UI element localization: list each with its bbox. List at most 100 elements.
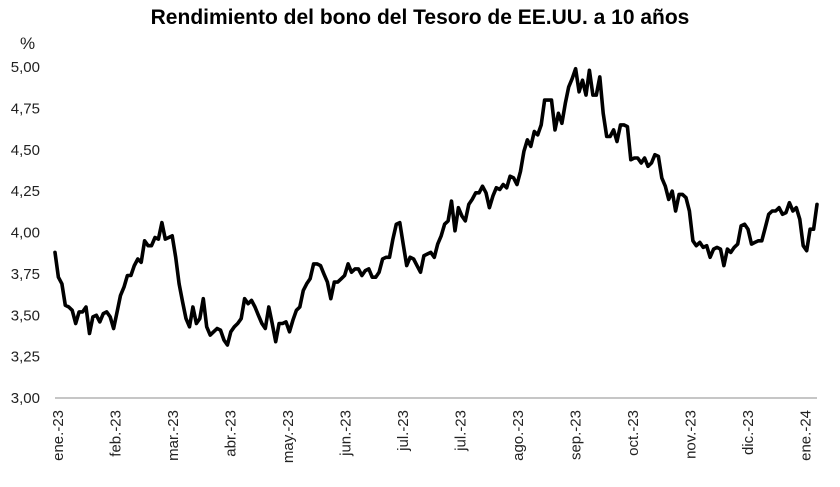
- data-point: [84, 305, 88, 309]
- data-point: [240, 317, 243, 320]
- data-point: [571, 77, 574, 80]
- data-point: [357, 267, 360, 271]
- data-point: [695, 244, 698, 247]
- y-tick-label: 3,25: [11, 349, 40, 366]
- data-point: [308, 277, 312, 280]
- data-point: [209, 333, 212, 337]
- data-point: [515, 183, 519, 186]
- y-axis-tick-labels: 3,00 3,25 3,50 3,75 4,00 4,25 4,50 4,75 5,00: [11, 59, 40, 407]
- data-point: [522, 150, 526, 153]
- data-point: [798, 218, 801, 221]
- data-point: [184, 317, 188, 320]
- data-point: [260, 322, 264, 325]
- data-point: [150, 244, 153, 247]
- data-point: [477, 191, 481, 194]
- x-tick-label: jul.-23: [453, 410, 470, 452]
- data-point: [633, 156, 636, 160]
- data-point: [584, 93, 588, 97]
- data-point: [277, 322, 281, 325]
- data-point: [333, 280, 336, 284]
- data-point: [812, 228, 815, 231]
- yield-series-points: [53, 67, 819, 347]
- data-point: [329, 297, 332, 300]
- data-point: [608, 135, 612, 138]
- data-point: [95, 314, 98, 317]
- data-point: [774, 209, 777, 213]
- data-point: [726, 247, 729, 251]
- data-point: [246, 302, 250, 305]
- data-point: [808, 228, 812, 231]
- data-point: [560, 122, 564, 125]
- data-point: [112, 327, 115, 330]
- data-point: [198, 317, 201, 320]
- data-point: [508, 175, 512, 178]
- data-point: [253, 305, 257, 309]
- data-point: [698, 241, 701, 244]
- data-point: [388, 256, 391, 259]
- data-point: [622, 123, 626, 127]
- data-point: [343, 274, 346, 277]
- data-point: [574, 67, 577, 70]
- y-tick-label: 4,50: [11, 142, 40, 159]
- data-point: [143, 239, 146, 242]
- data-point: [446, 219, 450, 223]
- data-point: [784, 211, 788, 214]
- x-tick-label: ene.-24: [798, 410, 815, 461]
- data-point: [422, 254, 426, 257]
- data-point: [598, 75, 601, 79]
- data-point: [481, 185, 484, 188]
- data-point: [136, 257, 139, 261]
- data-point: [615, 140, 619, 143]
- data-point: [681, 193, 684, 196]
- y-tick-label: 3,75: [11, 266, 40, 283]
- data-point: [719, 247, 722, 251]
- data-point: [805, 249, 808, 252]
- data-point: [764, 226, 767, 229]
- data-point: [450, 199, 453, 203]
- data-point: [371, 276, 374, 279]
- data-point: [226, 343, 229, 347]
- data-point: [426, 252, 429, 256]
- data-point: [646, 165, 650, 168]
- data-point: [133, 264, 136, 267]
- data-point: [529, 145, 532, 148]
- data-point: [367, 267, 370, 271]
- data-point: [243, 297, 246, 300]
- data-point: [702, 246, 705, 249]
- data-point: [319, 264, 322, 267]
- data-point: [567, 85, 570, 89]
- data-point: [177, 282, 181, 285]
- data-point: [374, 276, 377, 279]
- data-point: [712, 247, 715, 251]
- data-point: [502, 183, 505, 186]
- data-point: [512, 176, 515, 180]
- data-point: [205, 325, 208, 328]
- x-tick-label: jun.-23: [338, 410, 355, 457]
- data-point: [640, 161, 643, 165]
- data-point: [536, 133, 539, 137]
- data-point: [64, 304, 67, 307]
- data-point: [660, 176, 663, 180]
- data-point: [526, 138, 529, 141]
- data-point: [81, 310, 84, 314]
- data-point: [250, 299, 253, 302]
- data-point: [174, 256, 177, 259]
- data-point: [405, 264, 408, 267]
- data-point: [77, 310, 81, 314]
- x-tick-label: sep.-23: [568, 410, 585, 460]
- data-point: [629, 158, 632, 161]
- x-tick-label: oct.-23: [625, 410, 642, 456]
- data-point: [353, 267, 357, 271]
- data-point: [674, 209, 677, 213]
- data-point: [391, 237, 395, 241]
- data-point: [67, 305, 71, 309]
- data-point: [384, 256, 388, 259]
- data-point: [519, 170, 522, 173]
- data-point: [760, 239, 763, 242]
- data-point: [650, 161, 653, 165]
- data-point: [298, 305, 301, 309]
- data-point: [505, 186, 508, 189]
- data-point: [688, 209, 691, 213]
- data-point: [281, 322, 284, 325]
- data-point: [157, 237, 160, 241]
